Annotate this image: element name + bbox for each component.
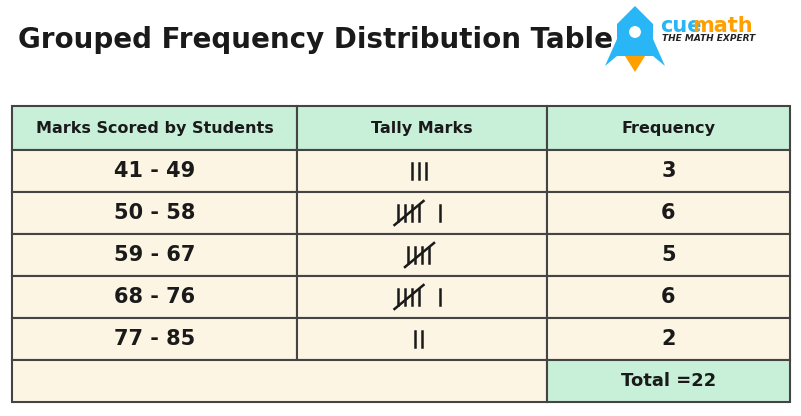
Circle shape xyxy=(628,25,642,39)
Bar xyxy=(297,234,547,276)
Bar xyxy=(12,360,547,402)
Text: 5: 5 xyxy=(661,245,676,265)
Text: Grouped Frequency Distribution Table: Grouped Frequency Distribution Table xyxy=(18,26,613,54)
Bar xyxy=(297,276,547,318)
Text: Tally Marks: Tally Marks xyxy=(371,121,473,136)
Text: Total =22: Total =22 xyxy=(621,372,716,390)
Text: 6: 6 xyxy=(662,287,676,307)
Text: 41 - 49: 41 - 49 xyxy=(114,161,195,181)
Text: Frequency: Frequency xyxy=(622,121,715,136)
Bar xyxy=(547,106,790,150)
Bar xyxy=(12,192,297,234)
Bar xyxy=(547,318,790,360)
Bar xyxy=(297,106,547,150)
Bar xyxy=(12,106,297,150)
Text: 3: 3 xyxy=(662,161,676,181)
Polygon shape xyxy=(605,39,617,66)
Bar xyxy=(12,276,297,318)
Text: 50 - 58: 50 - 58 xyxy=(114,203,195,223)
Bar xyxy=(297,192,547,234)
Bar xyxy=(547,192,790,234)
Text: THE MATH EXPERT: THE MATH EXPERT xyxy=(662,34,755,43)
Text: 6: 6 xyxy=(662,203,676,223)
Text: Marks Scored by Students: Marks Scored by Students xyxy=(35,121,273,136)
Bar xyxy=(12,234,297,276)
Polygon shape xyxy=(617,6,653,56)
Text: 77 - 85: 77 - 85 xyxy=(114,329,195,349)
Text: cue: cue xyxy=(660,16,702,36)
Bar xyxy=(547,234,790,276)
Text: math: math xyxy=(692,16,753,36)
Polygon shape xyxy=(625,56,645,72)
Text: 59 - 67: 59 - 67 xyxy=(114,245,195,265)
Polygon shape xyxy=(653,39,665,66)
Bar xyxy=(297,150,547,192)
Bar xyxy=(12,318,297,360)
Text: 68 - 76: 68 - 76 xyxy=(114,287,195,307)
Text: 2: 2 xyxy=(662,329,676,349)
Bar xyxy=(547,276,790,318)
Bar xyxy=(547,360,790,402)
Bar xyxy=(547,150,790,192)
Bar xyxy=(297,318,547,360)
Bar xyxy=(12,150,297,192)
